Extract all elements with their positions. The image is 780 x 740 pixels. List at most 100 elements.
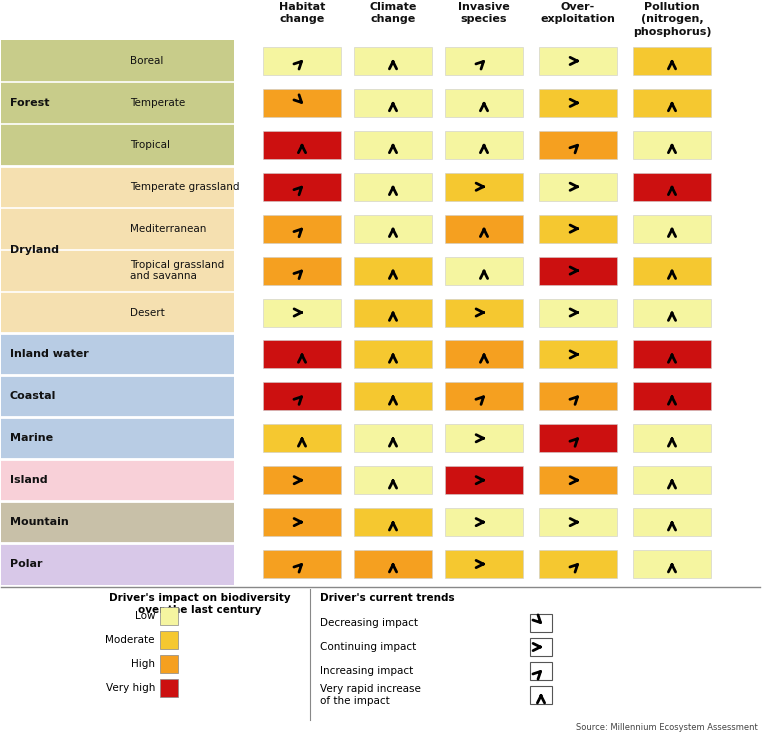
Bar xyxy=(539,47,617,75)
Bar xyxy=(354,131,432,159)
Bar xyxy=(633,131,711,159)
Bar xyxy=(445,215,523,243)
Bar xyxy=(539,298,617,326)
Text: Island: Island xyxy=(10,475,48,485)
Bar xyxy=(1,166,234,334)
Bar xyxy=(539,550,617,578)
Text: Polar: Polar xyxy=(10,559,42,569)
Bar xyxy=(530,686,552,704)
Bar xyxy=(445,550,523,578)
Bar xyxy=(445,424,523,452)
Bar xyxy=(633,466,711,494)
Bar xyxy=(263,47,341,75)
Bar xyxy=(263,424,341,452)
Text: Driver's current trends: Driver's current trends xyxy=(320,593,455,603)
Bar xyxy=(263,383,341,411)
Bar xyxy=(530,662,552,680)
Bar xyxy=(539,215,617,243)
Bar xyxy=(1,543,234,585)
Bar xyxy=(539,508,617,536)
Bar xyxy=(1,417,234,460)
Bar xyxy=(263,298,341,326)
Bar xyxy=(633,47,711,75)
Text: Inland water: Inland water xyxy=(10,349,89,360)
Bar xyxy=(263,550,341,578)
Bar xyxy=(633,383,711,411)
Bar xyxy=(263,508,341,536)
Bar xyxy=(633,340,711,369)
Text: Pollution
(nitrogen,
phosphorus): Pollution (nitrogen, phosphorus) xyxy=(633,2,711,37)
Text: Tropical grassland
and savanna: Tropical grassland and savanna xyxy=(130,260,225,281)
Bar xyxy=(1,460,234,501)
Bar xyxy=(354,298,432,326)
Bar xyxy=(1,501,234,543)
Bar xyxy=(633,508,711,536)
Bar xyxy=(160,679,178,697)
Bar xyxy=(539,383,617,411)
Text: Moderate: Moderate xyxy=(105,635,155,645)
Text: Very rapid increase
of the impact: Very rapid increase of the impact xyxy=(320,684,421,706)
Bar xyxy=(1,375,234,417)
Text: Coastal: Coastal xyxy=(10,391,56,401)
Text: Over-
exploitation: Over- exploitation xyxy=(541,2,615,24)
Bar xyxy=(445,466,523,494)
Text: Mediterranean: Mediterranean xyxy=(130,223,207,234)
Bar xyxy=(160,655,178,673)
Bar xyxy=(633,172,711,201)
Bar xyxy=(539,89,617,117)
Bar xyxy=(539,131,617,159)
Text: Decreasing impact: Decreasing impact xyxy=(320,618,418,628)
Bar xyxy=(263,131,341,159)
Text: Source: Millennium Ecosystem Assessment: Source: Millennium Ecosystem Assessment xyxy=(576,723,758,732)
Bar xyxy=(160,607,178,625)
Text: Climate
change: Climate change xyxy=(369,2,417,24)
Bar xyxy=(633,215,711,243)
Bar xyxy=(263,89,341,117)
Text: Habitat
change: Habitat change xyxy=(278,2,325,24)
Bar xyxy=(445,172,523,201)
Text: Temperate grassland: Temperate grassland xyxy=(130,182,239,192)
Text: Desert: Desert xyxy=(130,308,165,317)
Bar xyxy=(530,638,552,656)
Bar xyxy=(445,89,523,117)
Bar xyxy=(539,424,617,452)
Bar xyxy=(539,340,617,369)
Bar xyxy=(354,340,432,369)
Bar xyxy=(633,89,711,117)
Bar xyxy=(263,466,341,494)
Text: Very high: Very high xyxy=(105,683,155,693)
Bar xyxy=(354,172,432,201)
Bar xyxy=(445,340,523,369)
Bar xyxy=(160,631,178,649)
Bar xyxy=(633,298,711,326)
Text: High: High xyxy=(131,659,155,669)
Bar xyxy=(633,550,711,578)
Bar xyxy=(633,257,711,285)
Bar xyxy=(354,47,432,75)
Bar xyxy=(445,257,523,285)
Text: Invasive
species: Invasive species xyxy=(458,2,510,24)
Bar xyxy=(354,424,432,452)
Bar xyxy=(354,215,432,243)
Text: Marine: Marine xyxy=(10,433,53,443)
Bar xyxy=(445,47,523,75)
Bar xyxy=(445,383,523,411)
Bar xyxy=(530,614,552,632)
Text: Boreal: Boreal xyxy=(130,56,163,66)
Bar xyxy=(354,257,432,285)
Bar xyxy=(445,298,523,326)
Text: Driver's impact on biodiversity
over the last century: Driver's impact on biodiversity over the… xyxy=(109,593,291,616)
Bar xyxy=(539,172,617,201)
Text: Increasing impact: Increasing impact xyxy=(320,666,413,676)
Bar xyxy=(445,131,523,159)
Text: Dryland: Dryland xyxy=(10,245,59,255)
Bar xyxy=(354,550,432,578)
Bar xyxy=(263,172,341,201)
Bar xyxy=(1,334,234,375)
Bar xyxy=(354,508,432,536)
Text: Continuing impact: Continuing impact xyxy=(320,642,417,652)
Bar xyxy=(539,466,617,494)
Bar xyxy=(1,40,234,166)
Bar xyxy=(354,466,432,494)
Bar xyxy=(633,424,711,452)
